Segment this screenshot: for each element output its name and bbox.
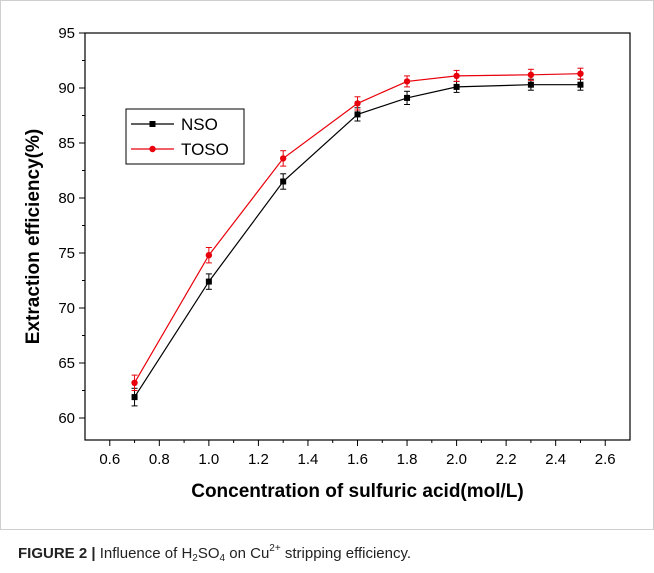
legend-box <box>125 108 245 165</box>
y-axis-ticks: 60 65 70 75 80 85 90 95 <box>58 25 85 427</box>
x-axis-ticks: 0.6 0.8 1.0 1.2 1.4 1.6 1.8 2.0 2.2 2.4 2.6 <box>99 440 616 468</box>
series-line-nso <box>134 84 581 398</box>
y-tick-label: 70 <box>58 300 75 317</box>
data-point-nso <box>404 94 411 101</box>
x-tick-label: 2.6 <box>595 451 616 468</box>
y-tick-label: 80 <box>58 190 75 207</box>
data-point-nso <box>280 178 287 185</box>
data-point-toso <box>131 379 138 386</box>
y-axis-label: Extraction efficiency(%) <box>23 129 44 344</box>
caption-so: SO <box>197 545 220 562</box>
data-point-nso <box>131 394 138 401</box>
legend-label-nso: NSO <box>181 115 218 134</box>
x-axis-label: Concentration of sulfuric acid(mol/L) <box>191 481 524 502</box>
caption-sub-2: 2 <box>192 553 198 564</box>
caption-sub-4: 4 <box>219 553 226 564</box>
series-line-toso <box>134 73 581 384</box>
legend-marker-nso <box>149 121 156 127</box>
data-point-nso <box>577 81 584 88</box>
data-point-nso <box>354 111 361 118</box>
x-tick-label: 0.6 <box>99 451 120 468</box>
caption-text-after: stripping efficiency. <box>280 545 412 562</box>
data-point-toso <box>279 155 287 162</box>
data-point-toso <box>527 71 535 79</box>
figure-caption: FIGURE 2 | Influence of H2SO4 on Cu2+ st… <box>18 543 412 565</box>
y-tick-label: 95 <box>58 25 75 42</box>
x-tick-label: 2.0 <box>446 451 467 468</box>
y-tick-label: 75 <box>58 245 75 262</box>
y-tick-label: 90 <box>58 80 75 97</box>
data-point-toso <box>354 100 361 107</box>
x-tick-label: 0.8 <box>149 451 170 468</box>
data-point-toso <box>403 78 411 85</box>
caption-label: FIGURE 2 | <box>18 545 96 562</box>
series-toso <box>131 67 584 391</box>
data-point-toso <box>577 70 584 77</box>
data-point-nso <box>453 83 460 90</box>
data-point-toso <box>205 252 213 259</box>
figure-panel: 0.6 0.8 1.0 1.2 1.4 1.6 1.8 2.0 2.2 2.4 2.6 60 65 70… <box>0 0 654 530</box>
data-point-nso <box>205 278 212 285</box>
caption-text-mid: on Cu <box>225 545 270 562</box>
data-point-toso <box>453 72 460 80</box>
caption-sup: 2+ <box>269 543 281 554</box>
x-tick-label: 1.2 <box>248 451 269 468</box>
y-tick-label: 60 <box>58 410 75 427</box>
legend: NSO TOSO <box>125 108 245 165</box>
caption-text-before: Influence of H <box>95 545 193 562</box>
x-tick-label: 1.4 <box>298 451 319 468</box>
x-tick-label: 2.2 <box>496 451 517 468</box>
series-nso <box>131 78 584 407</box>
x-tick-label: 2.4 <box>545 451 566 468</box>
chart-axes <box>84 32 631 441</box>
series-group <box>131 67 584 407</box>
x-tick-label: 1.0 <box>198 451 219 468</box>
legend-marker-toso <box>149 145 156 153</box>
y-tick-label: 85 <box>58 135 75 152</box>
legend-label-toso: TOSO <box>181 140 229 159</box>
y-tick-label: 65 <box>58 355 75 372</box>
x-tick-label: 1.6 <box>347 451 368 468</box>
data-point-nso <box>527 81 534 88</box>
line-chart: 0.6 0.8 1.0 1.2 1.4 1.6 1.8 2.0 2.2 2.4 2.6 60 65 70… <box>23 25 631 502</box>
plot-frame <box>84 32 631 441</box>
x-tick-label: 1.8 <box>397 451 418 468</box>
